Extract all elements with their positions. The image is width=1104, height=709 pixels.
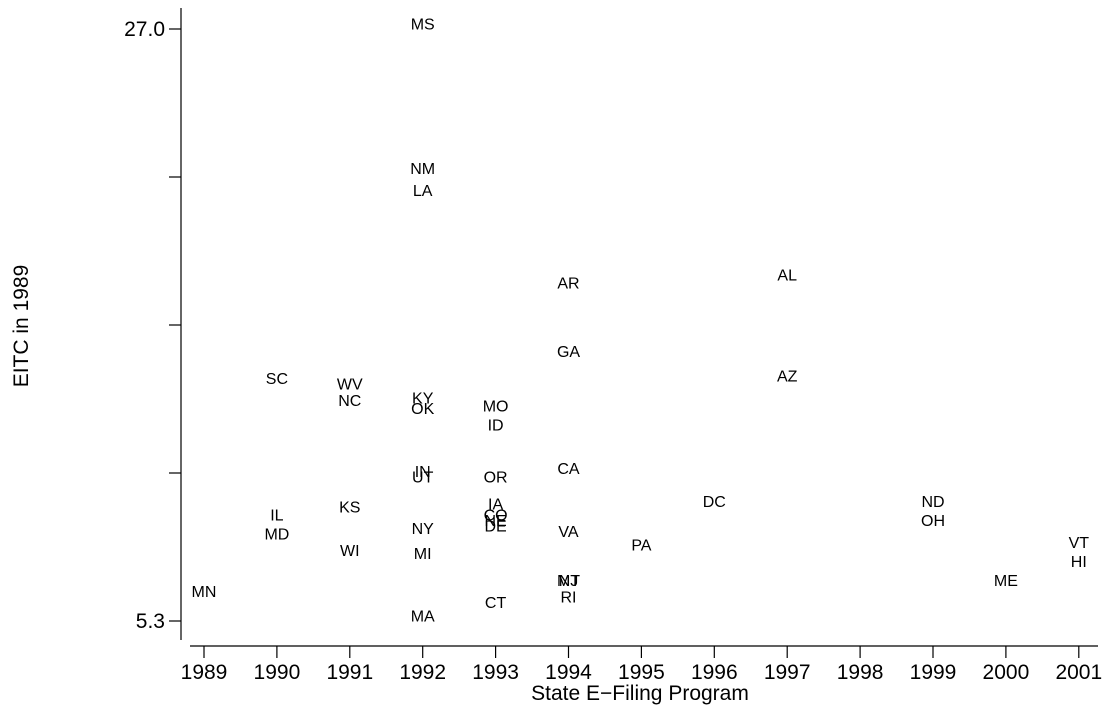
x-tick-label: 1995 bbox=[618, 661, 665, 684]
data-point-label: MS bbox=[411, 17, 435, 34]
data-point-label: VT bbox=[1069, 535, 1090, 552]
data-point-label: MN bbox=[192, 584, 217, 601]
data-point-label: NJ bbox=[559, 573, 579, 590]
data-point-label: OH bbox=[921, 513, 945, 530]
data-point-label: OR bbox=[484, 469, 508, 486]
data-point-label: WV bbox=[337, 377, 363, 394]
y-tick-label: 5.3 bbox=[136, 610, 165, 633]
x-tick-label: 2001 bbox=[1055, 661, 1102, 684]
data-point-label: AZ bbox=[777, 368, 798, 385]
data-point-label: OK bbox=[411, 401, 434, 418]
data-point-label: UT bbox=[412, 469, 434, 486]
data-point-label: GA bbox=[557, 344, 580, 361]
data-point-label: AR bbox=[557, 276, 579, 293]
data-point-label: PA bbox=[631, 538, 651, 555]
data-point-label: RI bbox=[561, 589, 577, 606]
data-point-label: IN bbox=[415, 464, 431, 481]
axes: 5.3 27.0 1989 1990 1991 1992 1993 1994 1995 1996… bbox=[124, 8, 1102, 684]
x-tick-label: 1989 bbox=[181, 661, 228, 684]
data-point-label: VA bbox=[558, 524, 578, 541]
x-tick-label: 1991 bbox=[326, 661, 373, 684]
data-point-label: LA bbox=[413, 183, 433, 200]
data-point-label: MA bbox=[411, 609, 435, 626]
data-point-label: NM bbox=[410, 161, 435, 178]
data-point-label: NC bbox=[338, 393, 361, 410]
data-point-label: KY bbox=[412, 390, 434, 407]
x-tick-label: 1993 bbox=[472, 661, 519, 684]
data-point-label: MT bbox=[557, 573, 580, 590]
data-point-label: ID bbox=[488, 418, 504, 435]
data-point-label: AL bbox=[777, 268, 797, 285]
data-point-label: ME bbox=[994, 573, 1018, 590]
data-point-label: CT bbox=[485, 595, 507, 612]
data-point-label: MD bbox=[264, 527, 289, 544]
data-point-label: NY bbox=[412, 521, 435, 538]
data-point-label: ND bbox=[921, 494, 944, 511]
data-point-label: DE bbox=[484, 519, 506, 536]
x-tick-label: 1996 bbox=[691, 661, 738, 684]
data-point-label: SC bbox=[266, 371, 288, 388]
x-tick-label: 2000 bbox=[983, 661, 1030, 684]
data-point-label: MI bbox=[414, 546, 432, 563]
data-point-label: NE bbox=[484, 513, 506, 530]
x-axis-title: State E−Filing Program bbox=[531, 682, 749, 705]
data-point-label: HI bbox=[1071, 554, 1087, 571]
data-point-label: CA bbox=[557, 461, 580, 478]
y-tick-label: 27.0 bbox=[124, 18, 165, 41]
x-tick-label: 1999 bbox=[910, 661, 957, 684]
data-point-label: IA bbox=[488, 497, 503, 514]
x-ticks: 1989 1990 1991 1992 1993 1994 1995 1996 1997 1998… bbox=[181, 646, 1102, 684]
x-tick-label: 1998 bbox=[837, 661, 884, 684]
data-point-label: KS bbox=[339, 499, 360, 516]
data-point-label: DC bbox=[703, 494, 726, 511]
data-point-label: IL bbox=[270, 508, 283, 525]
data-point-label: CO bbox=[484, 508, 508, 525]
y-ticks: 5.3 27.0 bbox=[124, 18, 181, 633]
data-point-label: WI bbox=[340, 543, 360, 560]
y-axis-title: EITC in 1989 bbox=[10, 265, 33, 388]
x-tick-label: 1997 bbox=[764, 661, 811, 684]
data-point-label: MO bbox=[483, 398, 509, 415]
x-tick-label: 1990 bbox=[254, 661, 301, 684]
x-tick-label: 1992 bbox=[399, 661, 446, 684]
x-tick-label: 1994 bbox=[545, 661, 592, 684]
